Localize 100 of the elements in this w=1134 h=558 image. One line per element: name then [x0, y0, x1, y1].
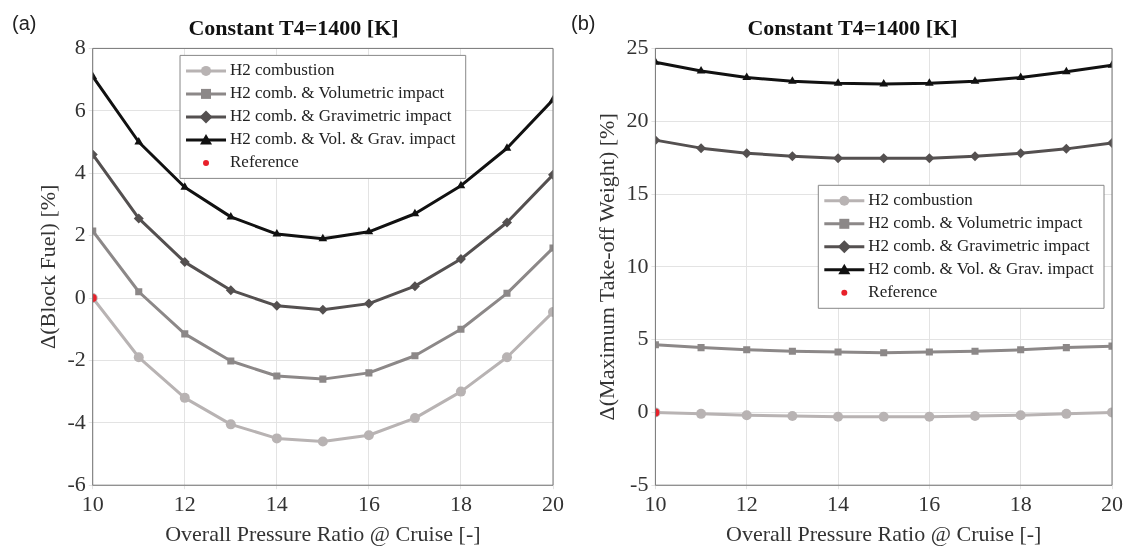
legend-label: H2 comb. & Vol. & Grav. impact [230, 129, 456, 149]
point [133, 352, 144, 363]
point [501, 352, 512, 363]
x-tick-label: 12 [173, 491, 196, 517]
y-tick-label: 25 [626, 34, 649, 60]
point [696, 143, 707, 154]
point [833, 78, 843, 86]
legend-label: H2 combustion [868, 190, 974, 210]
point [741, 148, 752, 159]
chart-title: Constant T4=1400 [K] [188, 14, 399, 40]
point [834, 348, 842, 356]
y-tick-label: 6 [74, 96, 86, 122]
point [833, 411, 844, 422]
point [318, 233, 328, 242]
point [1017, 346, 1025, 354]
point [133, 213, 144, 224]
legend-label: Reference [230, 152, 299, 172]
y-tick-label: 0 [637, 398, 649, 424]
point [225, 285, 236, 296]
legend-label: H2 combustion [230, 60, 335, 80]
x-tick-label: 18 [449, 491, 472, 517]
point [226, 211, 236, 220]
point [409, 413, 420, 424]
x-tick-label: 14 [827, 491, 850, 517]
point [925, 78, 934, 86]
legend-label: H2 comb. & Gravimetric impact [230, 106, 452, 126]
point [879, 79, 889, 87]
point [503, 289, 511, 297]
point [741, 410, 752, 421]
point [743, 346, 751, 354]
point [1015, 148, 1026, 159]
x-axis-title: Overall Pressure Ratio @ Cruise [-] [726, 520, 1042, 546]
legend-label: H2 comb. & Volumetric impact [868, 213, 1083, 233]
legend-label: H2 comb. & Volumetric impact [230, 83, 445, 103]
y-tick-label: 4 [74, 158, 86, 184]
point [1062, 344, 1070, 352]
point [409, 281, 420, 292]
point [924, 153, 935, 164]
point [787, 411, 798, 422]
point [1061, 143, 1072, 154]
point [788, 76, 797, 84]
point [271, 300, 282, 311]
point [319, 375, 327, 383]
point [457, 325, 465, 333]
point [502, 143, 512, 151]
point [455, 386, 466, 397]
point [225, 419, 236, 430]
y-tick-label: 0 [74, 283, 86, 309]
point [788, 347, 796, 355]
x-axis-title: Overall Pressure Ratio @ Cruise [-] [165, 520, 481, 546]
point [696, 65, 706, 74]
y-tick-label: -5 [630, 470, 649, 496]
legend-label: H2 comb. & Vol. & Grav. impact [868, 259, 1094, 279]
point [273, 372, 281, 380]
point [365, 369, 373, 377]
legend-label: Reference [868, 282, 938, 302]
y-axis-title: Δ(Block Fuel) [%] [34, 184, 60, 350]
point [924, 411, 935, 422]
point [363, 430, 374, 441]
point [1015, 410, 1026, 421]
x-tick-label: 16 [357, 491, 380, 517]
point [878, 153, 889, 164]
x-tick-label: 20 [1101, 491, 1123, 517]
point [410, 208, 420, 217]
point [1062, 66, 1071, 75]
point [317, 304, 328, 315]
x-tick-label: 20 [542, 491, 564, 517]
point [364, 226, 374, 235]
y-tick-label: 5 [637, 325, 649, 351]
y-tick-label: 10 [626, 252, 649, 278]
point [363, 298, 374, 309]
point [970, 411, 981, 422]
point [272, 229, 282, 237]
point [1016, 72, 1026, 81]
y-tick-label: 20 [626, 106, 649, 132]
x-tick-label: 16 [918, 491, 941, 517]
point [925, 348, 933, 356]
point [1061, 408, 1072, 419]
point [501, 217, 512, 228]
point [456, 180, 466, 189]
point [271, 433, 282, 444]
y-tick-label: -2 [67, 346, 86, 372]
point [742, 72, 752, 81]
point [134, 137, 144, 145]
point [971, 347, 979, 355]
y-tick-label: 15 [626, 179, 649, 205]
point [179, 257, 190, 268]
x-tick-label: 14 [265, 491, 288, 517]
point [878, 411, 889, 422]
x-tick-label: 12 [735, 491, 758, 517]
point [696, 408, 707, 419]
chart-title: Constant T4=1400 [K] [747, 14, 958, 40]
y-tick-label: -6 [67, 470, 86, 496]
y-tick-label: 8 [74, 34, 86, 60]
x-tick-label: 18 [1009, 491, 1032, 517]
point [227, 357, 235, 365]
y-tick-label: 2 [74, 221, 86, 247]
legend-label: H2 comb. & Gravimetric impact [868, 236, 1090, 256]
point [181, 330, 189, 338]
point [179, 392, 190, 403]
